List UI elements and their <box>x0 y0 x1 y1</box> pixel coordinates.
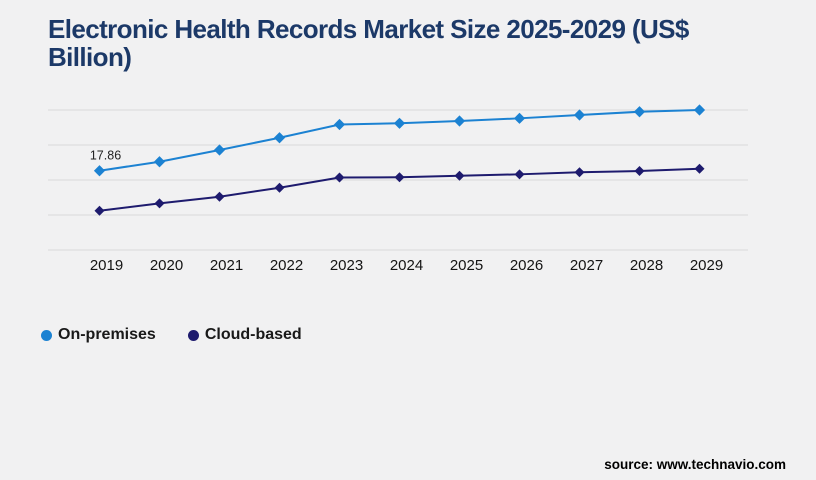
data-point-on-premises-2025[interactable] <box>453 115 466 127</box>
x-axis-label-2028: 2028 <box>630 257 663 274</box>
x-axis-label-2022: 2022 <box>270 257 303 274</box>
data-point-on-premises-2022[interactable] <box>273 132 286 144</box>
data-point-cloud-based-2023[interactable] <box>334 172 345 183</box>
x-axis-label-2029: 2029 <box>690 257 723 274</box>
chart-legend: On-premises Cloud-based <box>41 324 302 346</box>
data-point-on-premises-2028[interactable] <box>633 106 646 118</box>
x-axis-label-2023: 2023 <box>330 257 363 274</box>
data-point-cloud-based-2025[interactable] <box>454 170 465 181</box>
on-premises-swatch-icon <box>41 329 52 341</box>
legend-item-cloud-based[interactable]: Cloud-based <box>187 326 302 344</box>
legend-label-on-premises: On-premises <box>58 326 156 343</box>
data-point-on-premises-2026[interactable] <box>513 112 526 124</box>
data-point-cloud-based-2029[interactable] <box>694 163 705 174</box>
data-point-cloud-based-2024[interactable] <box>394 172 405 183</box>
data-point-on-premises-2023[interactable] <box>333 118 346 131</box>
data-point-cloud-based-2028[interactable] <box>634 165 645 176</box>
data-point-cloud-based-2022[interactable] <box>274 182 285 193</box>
data-point-on-premises-2029[interactable] <box>693 104 706 116</box>
data-point-on-premises-2021[interactable] <box>213 144 226 156</box>
line-chart-plot-area: 2019 2020 2021 2022 2023 2024 2025 2026 2027 2028… <box>48 104 748 274</box>
data-point-on-premises-2019[interactable] <box>93 165 106 177</box>
x-axis-label-2021: 2021 <box>210 257 243 274</box>
legend-label-cloud-based: Cloud-based <box>204 326 302 343</box>
data-point-on-premises-2024[interactable] <box>393 117 406 129</box>
data-point-cloud-based-2027[interactable] <box>574 167 585 178</box>
data-point-on-premises-2027[interactable] <box>573 109 586 121</box>
data-point-label: 17.86 <box>90 149 121 163</box>
source-attribution: source: www.technavio.com <box>604 457 786 472</box>
chart-title: Electronic Health Records Market Size 20… <box>48 14 689 72</box>
x-axis-label-2027: 2027 <box>570 257 603 274</box>
cloud-based-swatch-icon <box>187 329 199 341</box>
data-point-cloud-based-2021[interactable] <box>214 191 225 202</box>
x-axis-label-2024: 2024 <box>390 257 423 274</box>
x-axis-label-2025: 2025 <box>450 257 483 274</box>
legend-item-on-premises[interactable]: On-premises <box>41 326 156 344</box>
data-point-cloud-based-2026[interactable] <box>514 169 525 180</box>
data-point-on-premises-2020[interactable] <box>153 156 166 168</box>
x-axis-label-2019: 2019 <box>90 257 123 274</box>
data-point-cloud-based-2019[interactable] <box>94 205 105 216</box>
data-point-cloud-based-2020[interactable] <box>154 198 165 209</box>
x-axis-label-2020: 2020 <box>150 257 183 274</box>
x-axis-label-2026: 2026 <box>510 257 543 274</box>
